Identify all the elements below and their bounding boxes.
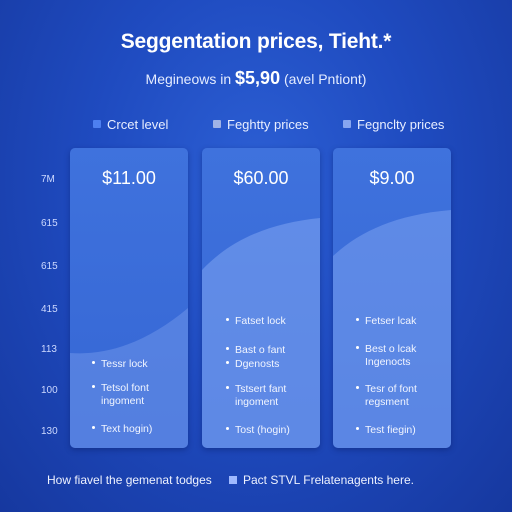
y-tick-label: 113 <box>41 344 57 355</box>
footer-swatch <box>229 476 237 484</box>
item-text: Tesr of font <box>365 383 417 395</box>
bullet-icon <box>226 386 229 389</box>
y-tick-label: 615 <box>41 218 58 229</box>
area-shape-1 <box>70 308 188 448</box>
chart-subtitle: Megineows in $5,90 (avel Pntiont) <box>0 68 512 89</box>
item-text-cont: ingoment <box>101 395 145 407</box>
legend-label-1: Crcet level <box>107 117 169 132</box>
panel-price-1: $11.00 <box>102 168 156 188</box>
item-text: Fatset lock <box>235 315 286 327</box>
legend-swatch-1 <box>93 120 101 128</box>
y-tick-label: 7M <box>41 174 55 185</box>
price-panel-2: $60.00 Fatset lock Bast o fant Dgenosts … <box>202 148 320 448</box>
bullet-icon <box>92 385 95 388</box>
bullet-icon <box>226 318 229 321</box>
footer-note-right: Pact STVL Frelatenagents here. <box>229 473 414 487</box>
panel-2-item-2: Bast o fant <box>226 344 285 357</box>
item-text: Tessr lock <box>101 358 148 370</box>
item-text: Test fiegin) <box>365 424 416 436</box>
legend-label-3: Fegnclty prices <box>357 117 445 132</box>
panel-2-item-1: Fatset lock <box>226 315 286 328</box>
y-tick-label: 130 <box>41 426 58 437</box>
bullet-icon <box>226 361 229 364</box>
panel-1-item-1: Tessr lock <box>92 358 148 371</box>
item-text: Dgenosts <box>235 358 280 370</box>
panel-1-item-3: Text hogin) <box>92 423 152 436</box>
bullet-icon <box>356 346 359 349</box>
y-tick-label: 100 <box>41 385 58 396</box>
panel-3-item-2: Best o lcak Ingenocts <box>356 343 416 369</box>
panel-2-item-5: Tost (hogin) <box>226 424 290 437</box>
subtitle-suffix: (avel Pntiont) <box>283 71 367 87</box>
panel-3-item-1: Fetser lcak <box>356 315 416 328</box>
item-text: Bast o fant <box>235 344 286 356</box>
panel-price-3: $9.00 <box>369 168 415 188</box>
footer-note-left: How fiavel the gemenat todges <box>47 473 212 487</box>
y-tick-label: 415 <box>41 304 58 315</box>
panel-2-item-4: Tstsert fant ingoment <box>226 383 286 409</box>
chart-title: Seggentation prices, Tieht.* <box>120 30 392 53</box>
item-text: Fetser lcak <box>365 315 417 327</box>
panel-price-2: $60.00 <box>233 168 289 188</box>
bullet-icon <box>356 427 359 430</box>
legend-item-3: Fegnclty prices <box>343 117 444 132</box>
panel-2-item-3: Dgenosts <box>226 358 279 371</box>
panel-3-item-3: Tesr of font regsment <box>356 383 417 409</box>
item-text: Tetsol font <box>101 382 149 394</box>
item-text-cont: Ingenocts <box>365 356 411 368</box>
footer-note-right-text: Pact STVL Frelatenagents here. <box>243 473 414 487</box>
item-text-cont: ingoment <box>235 396 279 408</box>
bullet-icon <box>92 426 95 429</box>
y-tick-label: 615 <box>41 261 58 272</box>
subtitle-prefix: Megineows in <box>145 71 232 87</box>
bullet-icon <box>92 361 95 364</box>
area-shape-3 <box>333 210 451 448</box>
bullet-icon <box>356 318 359 321</box>
bullet-icon <box>356 386 359 389</box>
legend-item-2: Feghtty prices <box>213 117 309 132</box>
area-shape-2 <box>202 218 320 448</box>
legend-item-1: Crcet level <box>93 117 168 132</box>
subtitle-price: $5,90 <box>235 68 281 88</box>
bullet-icon <box>226 427 229 430</box>
legend-swatch-3 <box>343 120 351 128</box>
price-panel-1: $11.00 Tessr lock Tetsol font ingoment T… <box>70 148 188 448</box>
item-text: Best o lcak <box>365 343 417 355</box>
legend-swatch-2 <box>213 120 221 128</box>
item-text: Tstsert fant <box>235 383 287 395</box>
legend-label-2: Feghtty prices <box>227 117 309 132</box>
item-text: Text hogin) <box>101 423 153 435</box>
panel-3-item-4: Test fiegin) <box>356 424 416 437</box>
bullet-icon <box>226 347 229 350</box>
panel-1-item-2: Tetsol font ingoment <box>92 382 149 408</box>
item-text-cont: regsment <box>365 396 409 408</box>
item-text: Tost (hogin) <box>235 424 290 436</box>
price-panel-3: $9.00 Fetser lcak Best o lcak Ingenocts … <box>333 148 451 448</box>
